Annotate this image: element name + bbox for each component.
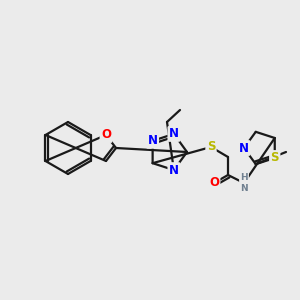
Text: O: O [101,128,111,142]
Text: N: N [169,164,179,177]
Text: S: S [271,152,279,164]
Text: O: O [209,176,219,190]
Text: N: N [239,142,249,154]
Text: S: S [207,140,215,154]
Text: N: N [148,134,158,147]
Text: H
N: H N [240,173,248,193]
Text: N: N [169,128,179,140]
